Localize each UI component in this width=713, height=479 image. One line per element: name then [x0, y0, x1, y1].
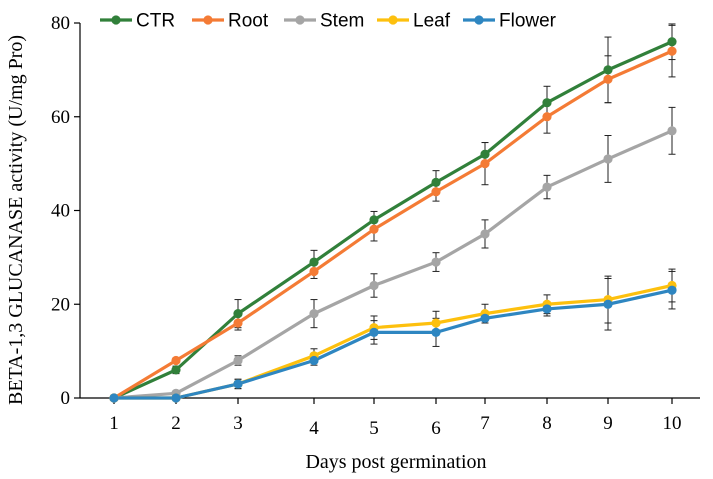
legend-flower-marker [474, 15, 484, 25]
flower-point [109, 393, 119, 403]
root-point [431, 187, 441, 197]
legend: CTR Root Stem Leaf Flower [100, 11, 557, 32]
y-tick-label: 80 [51, 13, 70, 34]
legend-flower-label: Flower [499, 11, 557, 32]
legend-root-marker [203, 15, 213, 25]
stem-point [233, 355, 243, 366]
x-tick-label: 3 [233, 413, 243, 434]
y-axis-title: BETA-1,3 GLUCANASE activity (U/mg Pro) [5, 35, 27, 405]
x-axis-title: Days post germination [305, 451, 486, 473]
flower-point [171, 393, 181, 403]
x-tick-label: 10 [663, 413, 682, 434]
tick-labels: 0 20 40 60 80 1 2 3 4 5 6 7 8 9 10 [51, 13, 682, 439]
flower-point [603, 299, 613, 309]
y-tick-label: 20 [51, 294, 70, 315]
ctr-point [431, 177, 441, 187]
stem-point [603, 154, 613, 164]
stem-point [369, 280, 379, 291]
x-tick-label: 9 [603, 413, 613, 434]
flower-point [542, 304, 552, 314]
flower-series-line [112, 288, 674, 400]
x-tick-label: 7 [480, 413, 490, 434]
legend-ctr-marker [111, 15, 121, 25]
leaf-point [431, 318, 441, 328]
root-series-line [112, 49, 674, 400]
y-tick-label: 40 [51, 201, 70, 222]
legend-leaf-label: Leaf [413, 11, 451, 32]
x-tick-label: 4 [309, 418, 319, 439]
root-point [667, 46, 677, 56]
series-lines [112, 40, 674, 400]
flower-point [233, 379, 243, 389]
flower-point [369, 327, 379, 337]
legend-root-label: Root [228, 11, 269, 32]
root-point [542, 112, 552, 122]
stem-point [431, 257, 441, 267]
ctr-point [480, 149, 490, 159]
root-point [309, 266, 319, 277]
flower-point [667, 285, 677, 295]
stem-point [309, 309, 319, 319]
legend-stem-marker [295, 15, 305, 25]
ctr-point [309, 257, 319, 267]
y-tick-label: 60 [51, 107, 70, 128]
flower-point [480, 313, 490, 323]
ctr-point [603, 65, 613, 75]
x-tick-label: 6 [431, 418, 441, 439]
root-point [480, 159, 490, 169]
stem-series-line [112, 129, 674, 400]
stem-point [667, 126, 677, 136]
y-tick-label: 0 [61, 388, 71, 409]
legend-ctr-label: CTR [136, 11, 175, 32]
ctr-point [667, 37, 677, 47]
x-tick-label: 8 [542, 413, 552, 434]
stem-point [542, 182, 552, 192]
ctr-point [542, 98, 552, 108]
x-tick-label: 1 [109, 413, 119, 434]
ctr-series-line [112, 40, 674, 400]
root-point [603, 74, 613, 84]
root-point [369, 224, 379, 234]
x-tick-label: 5 [369, 418, 379, 439]
flower-point [431, 327, 441, 337]
series-markers [109, 37, 677, 403]
ctr-point [233, 309, 243, 319]
stem-point [480, 229, 490, 239]
axes [74, 22, 700, 404]
root-point [233, 318, 243, 328]
ctr-point [369, 215, 379, 225]
x-tick-label: 2 [171, 413, 181, 434]
legend-stem-label: Stem [320, 11, 364, 32]
flower-point [309, 355, 319, 366]
root-point [171, 355, 181, 366]
error-bars [172, 23, 676, 396]
legend-leaf-marker [388, 15, 398, 25]
ctr-point [171, 365, 181, 375]
